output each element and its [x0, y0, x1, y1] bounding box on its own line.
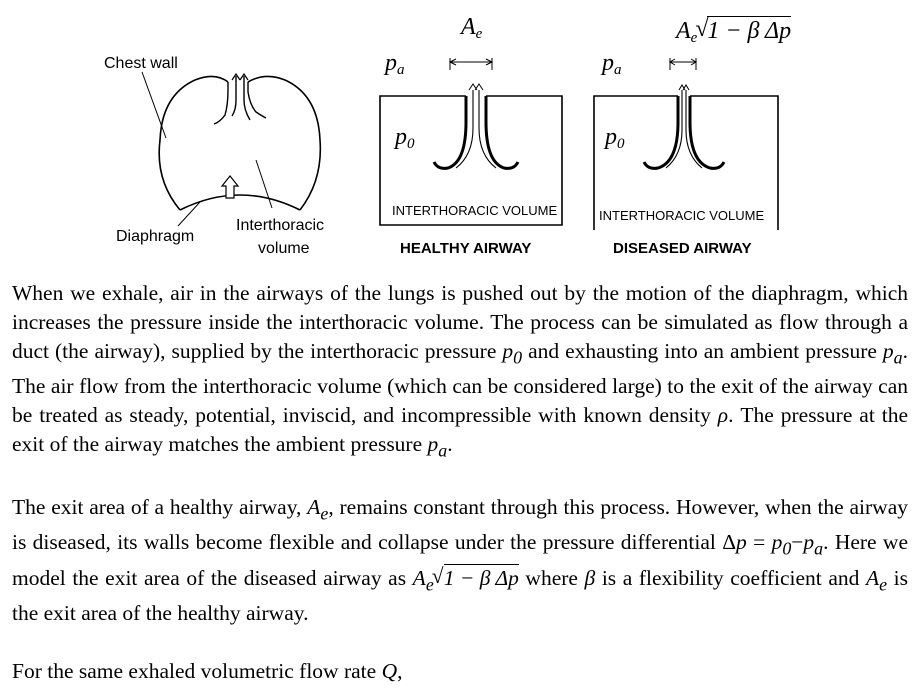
diseased-exit-area-label: Ae √ 1 − β Δp: [676, 16, 792, 46]
healthy-airway-diagram: [379, 58, 563, 226]
healthy-inner-pressure-label: p0: [395, 124, 415, 152]
diaphragm-label: Diaphragm: [116, 228, 195, 245]
chest-diagram: [141, 71, 322, 227]
interthoracic-label-line1: Interthoracic: [236, 217, 325, 234]
diseased-airway-diagram: [593, 58, 779, 230]
paragraph-3: For the same exhaled volumetric flow rat…: [12, 659, 403, 683]
paragraph-1: When we exhale, air in the airways of th…: [12, 281, 908, 461]
diseased-volume-label: INTERTHORACIC VOLUME: [599, 208, 765, 223]
diseased-inner-pressure-label: p0: [605, 124, 625, 152]
healthy-airway-caption: HEALTHY AIRWAY: [400, 240, 532, 257]
healthy-ambient-pressure-label: pa: [385, 50, 405, 78]
healthy-volume-label: INTERTHORACIC VOLUME: [392, 203, 558, 218]
interthoracic-label-line2: volume: [258, 240, 310, 257]
chest-wall-label: Chest wall: [104, 55, 178, 72]
healthy-exit-area-label: Ae: [461, 14, 483, 42]
diseased-airway-caption: DISEASED AIRWAY: [613, 240, 752, 257]
paragraph-2: The exit area of a healthy airway, Ae, r…: [12, 495, 909, 625]
diseased-ambient-pressure-label: pa: [602, 50, 622, 78]
